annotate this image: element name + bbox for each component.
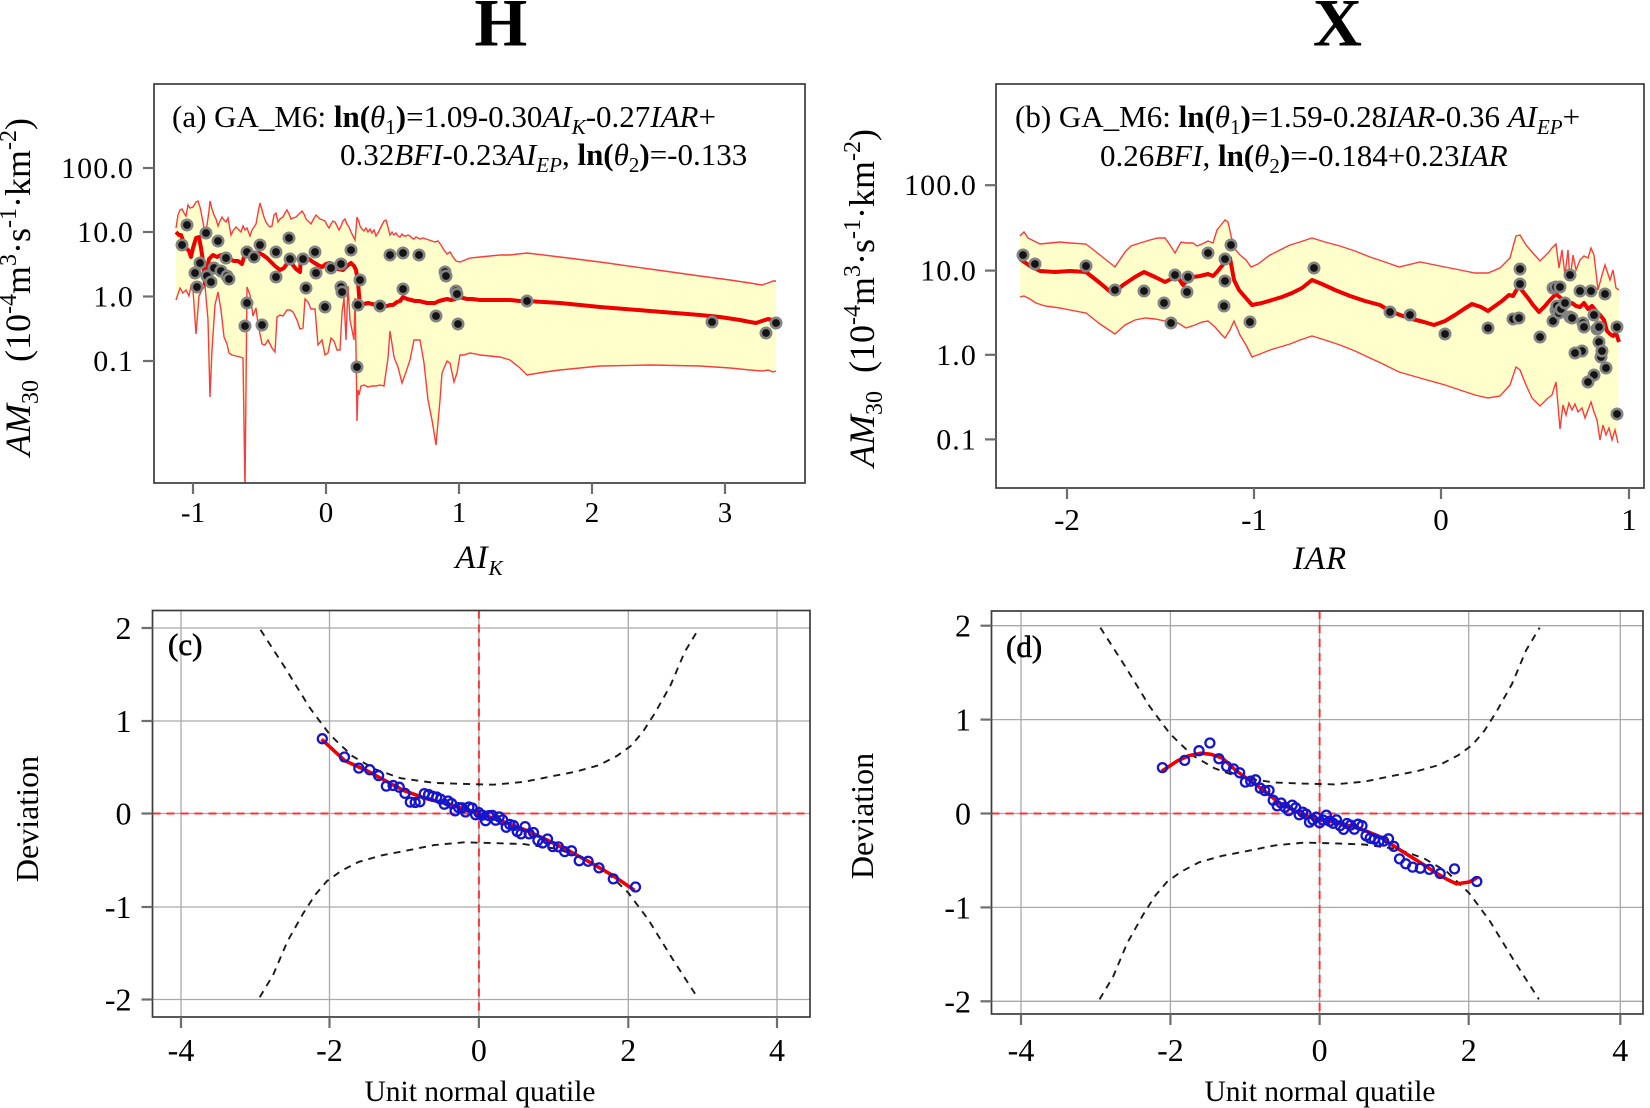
svg-text:0: 0 [471,1032,487,1068]
svg-text:100.0: 100.0 [904,169,977,202]
svg-text:X: X [1313,0,1362,61]
svg-text:4: 4 [1612,1032,1628,1068]
svg-text:2: 2 [585,497,600,529]
svg-text:100.0: 100.0 [61,152,134,185]
svg-text:-1: -1 [1241,502,1267,537]
svg-text:10.0: 10.0 [77,216,134,249]
svg-text:1.0: 1.0 [93,281,134,314]
svg-text:0: 0 [1433,502,1449,537]
svg-text:0.26BFI, ln(θ2)=-0.184+0.23IAR: 0.26BFI, ln(θ2)=-0.184+0.23IAR [1100,138,1508,178]
svg-text:1: 1 [955,702,971,738]
svg-text:4: 4 [769,1032,785,1068]
svg-text:2: 2 [620,1032,636,1068]
svg-text:AM30 (10-4m3·s-1·km-2): AM30 (10-4m3·s-1·km-2) [840,129,888,469]
svg-text:-2: -2 [1054,502,1080,537]
svg-text:Deviation: Deviation [844,753,880,879]
svg-text:1.0: 1.0 [936,339,977,372]
svg-text:1: 1 [1621,502,1637,537]
svg-text:-1: -1 [944,889,971,925]
svg-text:-2: -2 [1157,1032,1184,1068]
svg-text:-4: -4 [168,1032,195,1068]
svg-text:0: 0 [116,796,132,832]
svg-text:-1: -1 [105,889,132,925]
svg-text:Unit normal quatile: Unit normal quatile [364,1076,595,1108]
svg-text:0.1: 0.1 [93,345,134,378]
svg-text:2: 2 [955,608,971,644]
svg-text:AM30 (10-4m3·s-1·km-2): AM30 (10-4m3·s-1·km-2) [0,118,44,458]
svg-text:(d): (d) [1006,629,1042,664]
svg-text:IAR: IAR [1292,541,1347,577]
svg-text:0.1: 0.1 [936,423,977,456]
svg-text:3: 3 [718,497,733,529]
svg-text:0: 0 [319,497,334,529]
svg-text:(a) GA_M6: ln(θ1)=1.09-0.30AIK: (a) GA_M6: ln(θ1)=1.09-0.30AIK-0.27IAR+ [172,99,716,139]
svg-text:-2: -2 [316,1032,343,1068]
svg-text:0: 0 [1312,1032,1328,1068]
svg-text:AIK: AIK [453,540,503,580]
svg-text:Deviation: Deviation [9,756,45,882]
svg-text:1: 1 [452,497,467,529]
svg-text:1: 1 [116,703,132,739]
svg-text:(c): (c) [168,627,202,662]
svg-text:(b) GA_M6: ln(θ1)=1.59-0.28IAR: (b) GA_M6: ln(θ1)=1.59-0.28IAR-0.36 AIEP… [1015,99,1580,139]
svg-text:2: 2 [116,610,132,646]
svg-text:-4: -4 [1008,1032,1035,1068]
svg-text:-2: -2 [105,982,132,1018]
svg-text:Unit normal quatile: Unit normal quatile [1204,1076,1435,1108]
svg-text:-1: -1 [181,497,205,529]
svg-text:-2: -2 [944,983,971,1019]
svg-text:0: 0 [955,796,971,832]
svg-text:2: 2 [1461,1032,1477,1068]
svg-text:H: H [474,0,527,61]
svg-text:10.0: 10.0 [920,255,977,288]
